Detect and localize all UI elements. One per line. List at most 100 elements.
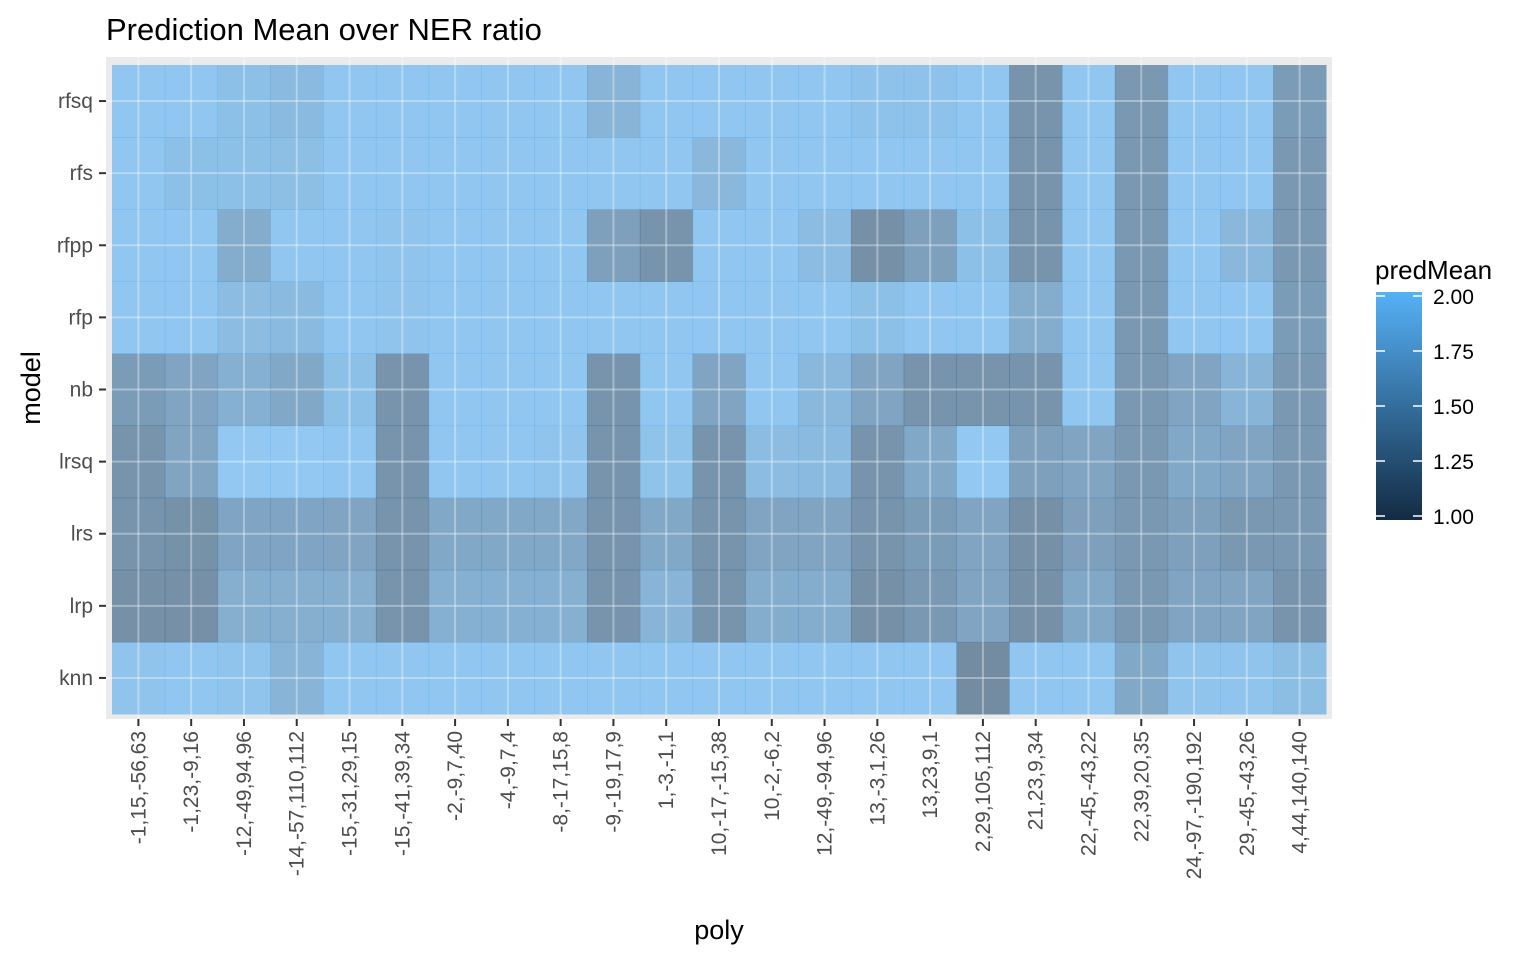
heatmap-cell: [534, 281, 588, 354]
heatmap-cell: [481, 641, 535, 715]
x-tick-label: 10,-2,-6,2: [761, 731, 784, 821]
heatmap-cell: [639, 353, 694, 427]
heatmap-cell: [534, 569, 588, 643]
heatmap-cell: [1062, 641, 1116, 715]
x-axis: -1,15,-56,63 -1,23,-9,16 -12,-49,94,96 -14,…: [127, 719, 1312, 879]
heatmap-cell: [1273, 65, 1327, 138]
heatmap-cell: [1062, 65, 1116, 138]
heatmap-cell: [112, 281, 166, 354]
x-tick-label: -4,-9,7,4: [497, 731, 520, 810]
heatmap-cell: [1009, 497, 1063, 571]
heatmap-cell: [1062, 497, 1116, 571]
x-tick-label: 13,-3,1,26: [866, 731, 889, 826]
heatmap-cell: [956, 137, 1010, 210]
heatmap-cell: [1220, 641, 1274, 715]
heatmap-cell: [587, 353, 641, 427]
heatmap-cell: [375, 209, 430, 282]
heatmap-cell: [270, 641, 324, 715]
heatmap-cell: [692, 497, 746, 571]
heatmap-cell: [1062, 209, 1116, 282]
heatmap-cell: [850, 641, 905, 715]
heatmap-cell: [798, 137, 852, 210]
heatmap-cell: [323, 569, 377, 643]
y-tick-label: lrs: [71, 523, 93, 546]
x-tick-label: -1,23,-9,16: [180, 731, 203, 833]
heatmap-cell: [956, 641, 1010, 715]
heatmap-cell: [375, 425, 430, 499]
heatmap-cell: [217, 65, 271, 138]
heatmap-cell: [1273, 209, 1327, 282]
heatmap-cell: [428, 353, 482, 427]
heatmap-cell: [428, 281, 482, 354]
legend-ticks: 1.00 1.25 1.50 1.75 2.00: [1376, 286, 1474, 529]
heatmap-cell: [1167, 281, 1221, 354]
y-tick-label: rfsq: [58, 90, 93, 113]
heatmap-cell: [1273, 497, 1327, 571]
heatmap-cell: [850, 281, 905, 354]
heatmap-cell: [587, 65, 641, 138]
heatmap-cell: [903, 425, 958, 499]
heatmap-cell: [1062, 425, 1116, 499]
heatmap-cell: [270, 209, 324, 282]
heatmap-cell: [745, 137, 799, 210]
heatmap-cell: [745, 281, 799, 354]
heatmap-cell: [1273, 425, 1327, 499]
heatmap-cell: [428, 497, 482, 571]
heatmap-cell: [1009, 569, 1063, 643]
heatmap-cell: [745, 425, 799, 499]
heatmap-cell: [1273, 353, 1327, 427]
heatmap-cell: [1220, 497, 1274, 571]
heatmap-cell: [375, 353, 430, 427]
heatmap-cell: [164, 425, 219, 499]
heatmap-cell: [323, 353, 377, 427]
heatmap-cell: [112, 641, 166, 715]
heatmap-cell: [1114, 137, 1169, 210]
heatmap-cell: [745, 641, 799, 715]
y-tick-label: lrp: [70, 595, 93, 618]
heatmap-cell: [323, 497, 377, 571]
heatmap-cell: [798, 641, 852, 715]
heatmap-cell: [798, 353, 852, 427]
heatmap-cell: [639, 281, 694, 354]
x-tick-label: 10,-17,-15,38: [708, 731, 731, 856]
heatmap-cell: [798, 65, 852, 138]
heatmap-cell: [1114, 641, 1169, 715]
heatmap-cell: [692, 353, 746, 427]
heatmap-cell: [112, 209, 166, 282]
heatmap-cell: [850, 209, 905, 282]
heatmap-cell: [850, 497, 905, 571]
heatmap-cell: [428, 65, 482, 138]
y-tick-label: rfpp: [57, 234, 93, 257]
x-tick-label: 12,-49,-94,96: [814, 731, 837, 856]
heatmap-cell: [956, 353, 1010, 427]
heatmap-cell: [850, 353, 905, 427]
heatmap-cell: [956, 209, 1010, 282]
heatmap-cell: [587, 641, 641, 715]
legend-tick-label: 1.75: [1433, 341, 1474, 364]
heatmap-cell: [1220, 65, 1274, 138]
heatmap-cell: [270, 281, 324, 354]
heatmap-cell: [164, 281, 219, 354]
x-tick-label: -9,-19,17,9: [602, 731, 625, 833]
legend-tick-label: 1.25: [1433, 451, 1474, 474]
y-tick-label: lrsq: [59, 451, 93, 474]
heatmap-cell: [1009, 425, 1063, 499]
heatmap-cell: [323, 281, 377, 354]
x-tick-label: 13,23,9,1: [919, 731, 942, 819]
heatmap-cell: [1220, 209, 1274, 282]
heatmap-cell: [164, 497, 219, 571]
heatmap-cell: [481, 65, 535, 138]
heatmap-cell: [481, 425, 535, 499]
legend-title: predMean: [1375, 255, 1492, 285]
heatmap-cell: [375, 65, 430, 138]
heatmap-cell: [903, 353, 958, 427]
heatmap-cell: [164, 209, 219, 282]
heatmap-cell: [481, 209, 535, 282]
heatmap-cell: [270, 137, 324, 210]
x-tick-label: 22,39,20,35: [1130, 731, 1153, 842]
heatmap-cell: [164, 641, 219, 715]
heatmap-cell: [745, 209, 799, 282]
y-tick-label: rfs: [70, 162, 93, 185]
